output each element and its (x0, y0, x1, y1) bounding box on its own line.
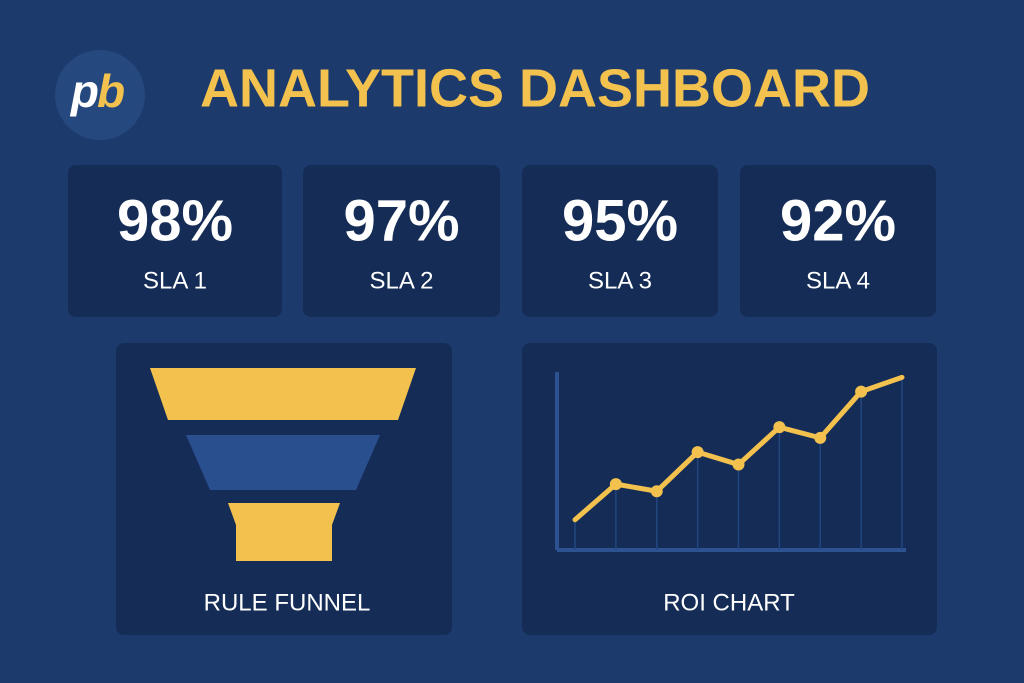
kpi-label: SLA 4 (806, 267, 870, 294)
roi-title: ROI CHART (663, 589, 795, 616)
roi-point (609, 478, 622, 491)
funnel-stage (150, 368, 416, 420)
kpi-row: 98% SLA 1 97% SLA 2 95% SLA 3 92% SLA 4 (68, 165, 936, 317)
logo-right: b (97, 65, 125, 117)
kpi-label: SLA 3 (588, 267, 652, 294)
roi-chart (572, 374, 905, 550)
roi-point (732, 458, 745, 471)
funnel-title: RULE FUNNEL (204, 589, 371, 616)
kpi-value: 97% (343, 188, 459, 253)
funnel-stage (186, 435, 380, 490)
roi-panel (522, 343, 937, 635)
roi-point (855, 385, 868, 398)
title: ANALYTICS DASHBOARD (200, 58, 870, 118)
roi-point (814, 431, 827, 444)
kpi-value: 95% (562, 188, 678, 253)
kpi-card (303, 165, 500, 317)
kpi-label: SLA 1 (143, 267, 207, 294)
roi-point (773, 421, 786, 434)
kpi-label: SLA 2 (369, 267, 433, 294)
roi-point (691, 446, 704, 459)
kpi-value: 98% (117, 188, 233, 253)
roi-point (650, 485, 663, 498)
kpi-card (68, 165, 282, 317)
kpi-card (522, 165, 718, 317)
kpi-card (740, 165, 936, 317)
kpi-value: 92% (780, 188, 896, 253)
logo (55, 50, 145, 140)
logo-left: p (69, 65, 99, 117)
funnel-stage (228, 503, 340, 561)
